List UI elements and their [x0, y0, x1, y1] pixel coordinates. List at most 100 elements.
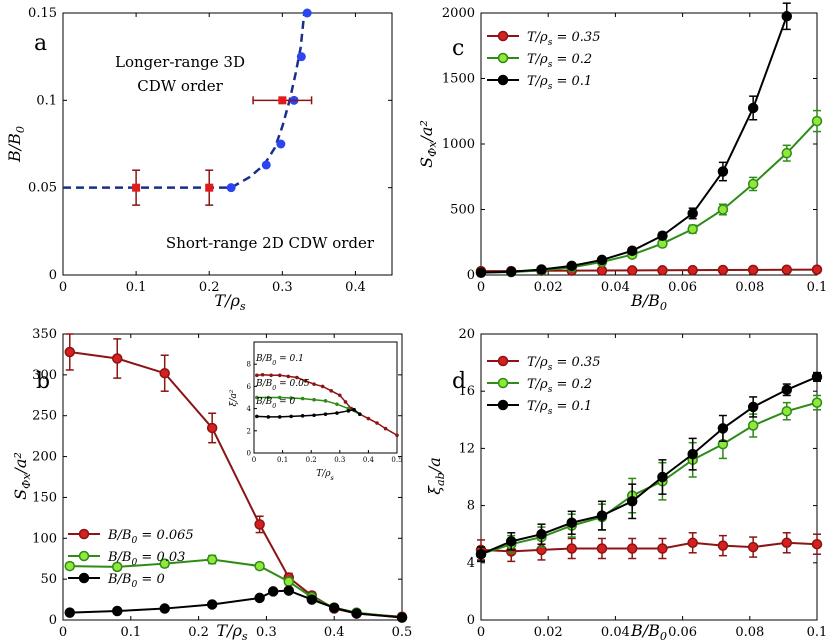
data-point [159, 558, 170, 569]
data-point [687, 264, 698, 276]
inset-label: B/B0 = 0 [255, 397, 296, 410]
data-point [626, 265, 638, 276]
blue-data-point [302, 8, 312, 18]
inset-data-point [255, 414, 259, 419]
legend-label: T/ρs = 0.2 [527, 377, 592, 395]
data-point [351, 608, 362, 619]
inset-data-point [320, 384, 325, 389]
legend-marker [497, 52, 509, 64]
inset-label: B/B0 = 0.1 [255, 354, 304, 367]
data-point [717, 423, 729, 434]
data-point [254, 519, 265, 530]
data-point [717, 264, 729, 276]
data-point [206, 422, 218, 434]
data-point [687, 448, 698, 460]
legend-marker [497, 399, 509, 411]
data-point [747, 541, 759, 553]
inset-data-point [335, 411, 339, 415]
x-tick-label: 0 [477, 280, 485, 295]
data-point [747, 102, 759, 114]
y-tick-label: 8 [467, 499, 475, 514]
data-point [536, 528, 547, 540]
data-point [206, 554, 218, 565]
x-tick-label: 0.1 [126, 280, 147, 295]
inset-data-point [343, 400, 348, 404]
legend-marker [78, 572, 90, 584]
y-tick-label: 0.05 [28, 181, 57, 196]
data-point [64, 346, 76, 358]
phase-boundary-line [63, 12, 306, 189]
data-point [159, 603, 170, 614]
data-point [687, 208, 698, 219]
panel-c: 0 0.02 0.04 0.06 0.08 0.1 0 500 1000 1500 2000 c T/ρ… [417, 2, 827, 313]
inset-y-tick-label: 2 [247, 427, 251, 435]
data-point [657, 471, 668, 483]
inset-data-point [277, 415, 282, 419]
data-point [596, 543, 608, 554]
data-point [747, 264, 759, 276]
x-tick-label: 0.3 [272, 280, 293, 295]
data-point [747, 420, 759, 431]
x-tick-label: 0.08 [735, 280, 764, 295]
y-tick-label: 500 [450, 203, 475, 218]
data-point [626, 245, 638, 257]
data-point [505, 536, 517, 547]
inset-data-point [338, 393, 342, 398]
data-point [657, 230, 668, 241]
legend-marker [497, 377, 509, 389]
blue-data-point [296, 52, 306, 62]
panel-label: a [34, 31, 47, 56]
y-tick-label: 2000 [442, 6, 475, 21]
data-point [206, 599, 218, 610]
y-tick-label: 200 [32, 450, 57, 465]
data-point [626, 543, 638, 554]
data-point [657, 265, 668, 276]
data-point [747, 178, 759, 190]
y-tick-label: 250 [32, 409, 57, 424]
data-point [328, 602, 340, 613]
legend-marker [497, 30, 509, 42]
inset-x-tick-label: 0.3 [334, 456, 345, 464]
data-point [687, 537, 698, 549]
x-tick-label: 0.2 [199, 280, 220, 295]
data-point [536, 264, 547, 275]
legend-label: T/ρs = 0.35 [527, 30, 600, 48]
data-point [781, 537, 793, 549]
axes-frame [62, 333, 403, 621]
y-tick-label: 50 [40, 572, 57, 587]
x-tick-label: 0 [59, 280, 67, 295]
data-point [111, 561, 123, 573]
x-tick-label: 0.02 [534, 280, 563, 295]
legend-marker [78, 528, 90, 540]
inset-data-point [395, 433, 399, 438]
data-point [811, 397, 823, 408]
inset-data-point [329, 389, 334, 393]
data-point [267, 586, 279, 597]
inset-data-point [277, 373, 282, 378]
x-tick-label: 0.2 [188, 625, 209, 640]
inset-data-point [295, 375, 299, 380]
y-tick-label: 0.15 [28, 6, 57, 21]
inset-data-point [312, 382, 316, 386]
inset-data-point [383, 426, 388, 431]
inset-data-point [352, 407, 356, 412]
data-point [64, 607, 76, 618]
data-point [566, 517, 577, 529]
data-point [475, 548, 487, 560]
inset-data-point [303, 379, 308, 383]
inset-data-point [255, 395, 259, 400]
red-square-point [278, 96, 287, 105]
data-point [283, 576, 295, 587]
x-tick-label: 0.06 [668, 625, 697, 640]
y-tick-label: 0 [49, 613, 57, 628]
inset-data-point [375, 421, 379, 425]
inset-data-point [312, 397, 316, 402]
y-tick-label: 1500 [442, 72, 475, 87]
x-tick-label: 0.3 [256, 625, 277, 640]
annotation-3d: CDW order [137, 77, 223, 95]
inset-y-tick-label: 8 [247, 361, 251, 369]
inset-data-point [266, 415, 271, 419]
y-tick-label: 12 [458, 441, 475, 456]
panel-label: b [36, 369, 50, 394]
